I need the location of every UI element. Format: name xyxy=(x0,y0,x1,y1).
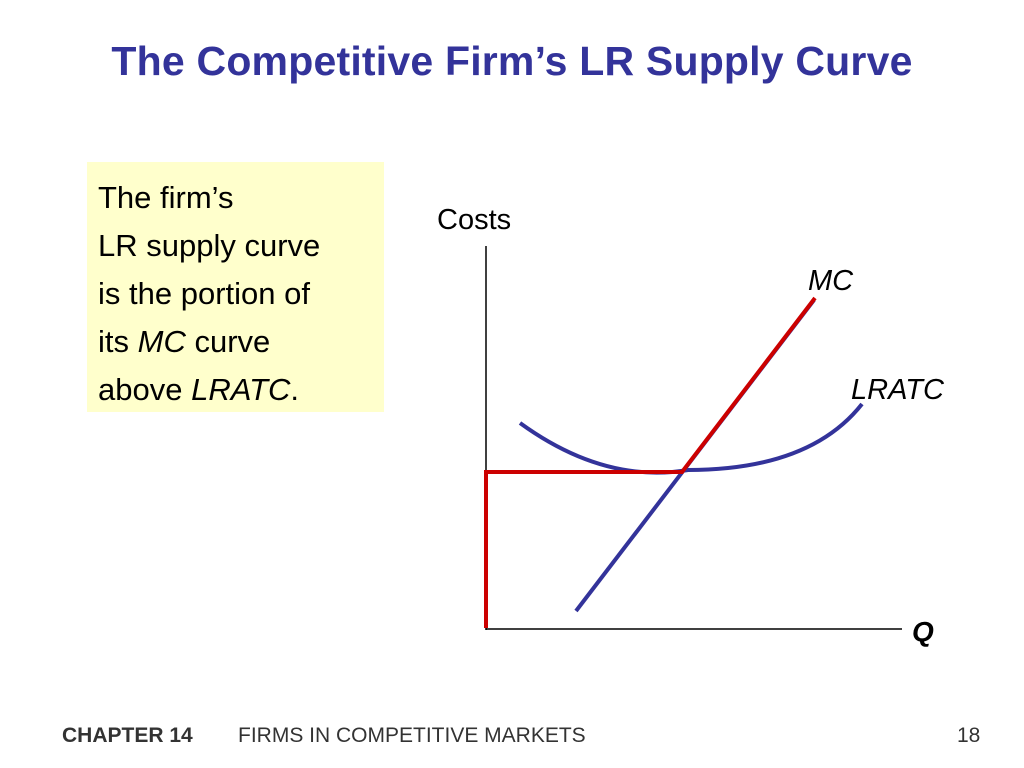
y-axis-label: Costs xyxy=(437,204,511,236)
callout-line-4-post: curve xyxy=(185,324,271,359)
callout-line-2: LR supply curve xyxy=(98,228,321,263)
footer-title: FIRMS IN COMPETITIVE MARKETS xyxy=(238,724,586,747)
callout-lratc-term: LRATC xyxy=(191,372,291,407)
lratc-label: LRATC xyxy=(851,374,945,406)
slide-title: The Competitive Firm’s LR Supply Curve xyxy=(111,38,913,84)
callout-line-1: The firm’s xyxy=(98,180,234,215)
callout-box: The firm’s LR supply curve is the portio… xyxy=(87,162,384,412)
callout-line-5-post: . xyxy=(290,372,300,407)
callout-line-4: its MC curve xyxy=(98,318,384,366)
callout-line-4-pre: its xyxy=(98,324,138,359)
footer-chapter: CHAPTER 14 xyxy=(62,724,193,747)
callout-line-3: is the portion of xyxy=(98,276,310,311)
lratc-curve xyxy=(518,402,864,475)
callout-mc-term: MC xyxy=(137,324,186,359)
callout-line-5-pre: above xyxy=(98,372,192,407)
x-axis-label: Q xyxy=(912,616,934,647)
page-number: 18 xyxy=(957,724,981,747)
lr-supply-curve xyxy=(484,296,817,628)
mc-label: MC xyxy=(808,265,854,297)
callout-line-5: above LRATC. xyxy=(98,366,384,414)
